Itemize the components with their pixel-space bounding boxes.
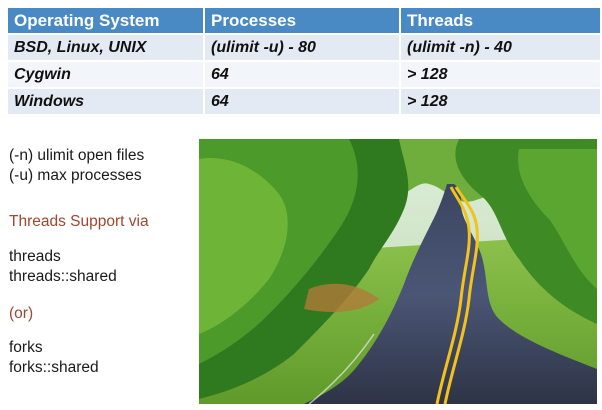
os-limits-table: Operating System Processes Threads BSD, … [6,6,602,116]
cell-threads: (ulimit -n) - 40 [401,35,600,60]
cell-threads: > 128 [401,89,600,114]
cell-processes: (ulimit -u) - 80 [205,35,399,60]
cell-processes: 64 [205,62,399,87]
threads-support-heading: Threads Support via [9,213,149,230]
table-header-row: Operating System Processes Threads [8,8,600,33]
module-threads: threads [9,248,61,265]
module-forks: forks [9,339,43,356]
road-photo [199,139,597,404]
header-operating-system: Operating System [8,8,203,33]
threads-modules-list: threads threads::shared [9,247,117,287]
forks-modules-list: forks forks::shared [9,338,99,378]
cell-processes: 64 [205,89,399,114]
cell-os: Windows [8,89,203,114]
module-threads-shared: threads::shared [9,268,117,285]
cell-os: Cygwin [8,62,203,87]
cell-threads: > 128 [401,62,600,87]
cell-os: BSD, Linux, UNIX [8,35,203,60]
header-threads: Threads [401,8,600,33]
module-forks-shared: forks::shared [9,359,99,376]
ulimit-notes: (-n) ulimit open files (-u) max processe… [9,146,144,186]
table-row: Windows 64 > 128 [8,89,600,114]
table-row: BSD, Linux, UNIX (ulimit -u) - 80 (ulimi… [8,35,600,60]
note-max-processes: (-u) max processes [9,167,142,184]
table-row: Cygwin 64 > 128 [8,62,600,87]
note-open-files: (-n) ulimit open files [9,147,145,164]
or-separator: (or) [9,305,34,322]
header-processes: Processes [205,8,399,33]
